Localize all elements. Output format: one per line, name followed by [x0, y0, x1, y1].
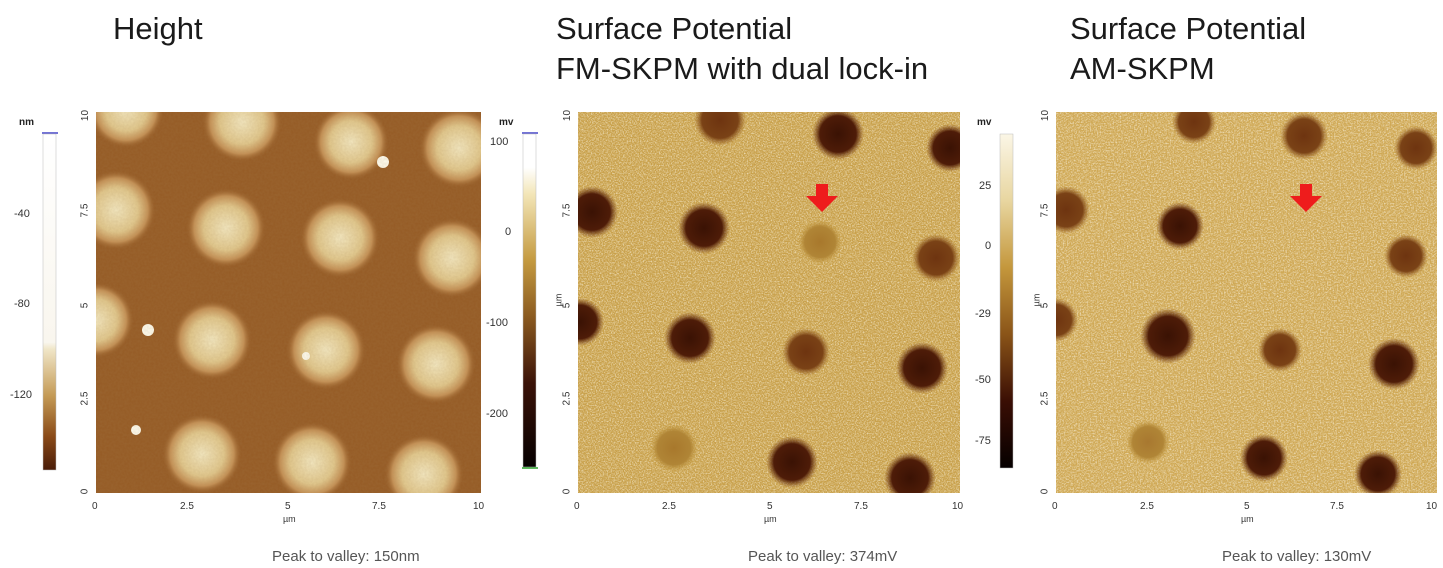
- height-y-tick: 7.5: [79, 203, 91, 218]
- height-colorbar-tick: -120: [10, 389, 33, 401]
- am-y-tick: 7.5: [1039, 203, 1051, 218]
- am-y-tick: 10: [1040, 109, 1052, 122]
- height-y-tick: 5: [79, 302, 91, 309]
- height-x-tick: 7.5: [372, 501, 386, 512]
- fm-y-unit: µm: [553, 293, 564, 307]
- height-colorbar-tick: -80: [14, 298, 30, 310]
- am-colorbar-tick: -29: [975, 308, 991, 320]
- fm-colorbar-tick: 100: [490, 136, 509, 148]
- height-x-unit: µm: [283, 514, 296, 524]
- height-footer: Peak to valley: 150nm: [272, 548, 420, 565]
- fm-skpm-map: [578, 112, 960, 493]
- am-y-tick: 2.5: [1039, 391, 1051, 406]
- height-y-tick: 0: [79, 488, 91, 495]
- fm-colorbar-tick: -100: [486, 317, 509, 329]
- height-y-tick: 10: [80, 109, 92, 122]
- am-colorbar: [999, 133, 1014, 469]
- am-x-tick: 0: [1052, 501, 1058, 512]
- am-colorbar-unit: mv: [977, 117, 992, 128]
- fm-y-tick: 7.5: [561, 203, 573, 218]
- red-arrow-icon: [1290, 184, 1322, 212]
- fm-y-tick: 10: [562, 109, 574, 122]
- am-x-tick: 5: [1244, 501, 1250, 512]
- fm-colorbar-tick: 0: [505, 226, 512, 238]
- am-y-unit: µm: [1031, 293, 1042, 307]
- am-colorbar-tick: -75: [975, 435, 991, 447]
- fm-colorbar: [522, 132, 538, 469]
- fm-skpm-title: Surface Potential FM-SKPM with dual lock-…: [556, 11, 929, 86]
- am-colorbar-tick: -50: [975, 374, 991, 386]
- fm-x-tick: 5: [767, 501, 773, 512]
- am-y-tick: 0: [1039, 488, 1051, 495]
- fm-skpm-footer: Peak to valley: 374mV: [748, 548, 898, 565]
- fm-x-tick: 10: [952, 501, 964, 512]
- fm-colorbar-tick: -200: [486, 408, 509, 420]
- height-colorbar: [42, 132, 58, 471]
- fm-x-tick: 7.5: [854, 501, 868, 512]
- am-x-tick: 7.5: [1330, 501, 1344, 512]
- fm-x-tick: 2.5: [662, 501, 676, 512]
- height-colorbar-tick: -40: [14, 208, 30, 220]
- height-x-tick: 2.5: [180, 501, 194, 512]
- height-x-tick: 10: [473, 501, 485, 512]
- height-colorbar-unit: nm: [19, 117, 34, 128]
- height-x-tick: 0: [92, 501, 98, 512]
- am-x-tick: 2.5: [1140, 501, 1154, 512]
- height-title: Height: [113, 11, 203, 46]
- height-x-tick: 5: [285, 501, 291, 512]
- fm-y-tick: 2.5: [561, 391, 573, 406]
- height-y-tick: 2.5: [79, 391, 91, 406]
- am-colorbar-tick: 25: [979, 180, 992, 192]
- height-map: [96, 112, 481, 493]
- fm-x-tick: 0: [574, 501, 580, 512]
- am-colorbar-tick: 0: [985, 240, 992, 252]
- am-x-tick: 10: [1426, 501, 1438, 512]
- fm-colorbar-unit: mv: [499, 117, 514, 128]
- am-skpm-map: [1056, 112, 1437, 493]
- red-arrow-icon: [806, 184, 838, 212]
- fm-x-unit: µm: [764, 514, 777, 524]
- am-skpm-footer: Peak to valley: 130mV: [1222, 548, 1372, 565]
- am-x-unit: µm: [1241, 514, 1254, 524]
- fm-y-tick: 0: [561, 488, 573, 495]
- am-skpm-title: Surface Potential AM-SKPM: [1070, 11, 1307, 86]
